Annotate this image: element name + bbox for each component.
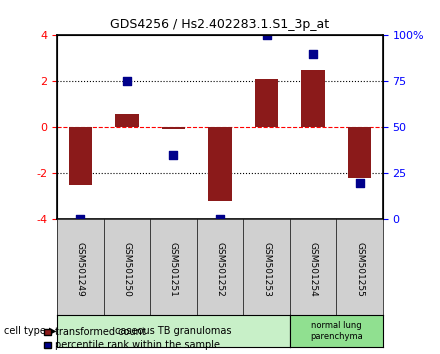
Point [216,217,224,222]
Point [263,33,270,38]
Bar [301,70,325,127]
Point [77,217,84,222]
Bar [348,127,371,178]
Text: transformed count: transformed count [55,327,146,337]
Text: percentile rank within the sample: percentile rank within the sample [55,340,220,350]
Bar [115,114,139,127]
Text: GSM501251: GSM501251 [169,241,178,297]
Text: GSM501255: GSM501255 [355,241,364,297]
Text: GSM501249: GSM501249 [76,242,85,296]
Bar [255,79,278,127]
Point [124,79,131,84]
Point [356,180,363,185]
Bar [209,127,231,201]
Point [309,51,316,57]
Text: caseous TB granulomas: caseous TB granulomas [115,326,232,336]
Text: GSM501250: GSM501250 [122,241,132,297]
Bar [162,127,185,129]
Text: cell type ▶: cell type ▶ [4,326,57,336]
Text: normal lung
parenchyma: normal lung parenchyma [310,321,363,341]
Bar [69,127,92,185]
Text: GSM501252: GSM501252 [216,242,224,296]
Point [170,152,177,158]
Text: GSM501253: GSM501253 [262,241,271,297]
Text: GDS4256 / Hs2.402283.1.S1_3p_at: GDS4256 / Hs2.402283.1.S1_3p_at [110,18,330,31]
Text: GSM501254: GSM501254 [308,242,318,296]
